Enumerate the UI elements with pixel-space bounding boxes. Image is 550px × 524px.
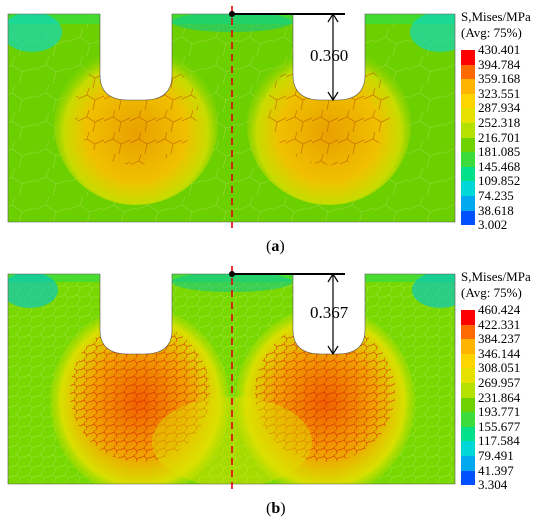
legend-tick-label: 346.144 — [478, 345, 521, 361]
legend-tick-label: 359.168 — [478, 71, 521, 87]
legend-color-band — [461, 108, 475, 123]
legend-color-band — [461, 353, 475, 369]
legend-color-band — [461, 93, 475, 109]
legend-color-band — [461, 64, 475, 80]
legend-tick-label: 193.771 — [478, 404, 521, 420]
legend-tick-label: 3.304 — [478, 477, 508, 493]
legend-title-b: S,Mises/MPa — [461, 269, 531, 284]
legend-tick-label: 117.584 — [478, 433, 520, 449]
legend-tick-label: 3.002 — [478, 217, 508, 233]
legend-tick-label: 252.318 — [478, 115, 521, 130]
legend-color-band — [461, 166, 475, 182]
legend-tick-label: 38.618 — [478, 202, 514, 218]
legend-tick-label: 460.424 — [478, 302, 521, 317]
legend-tick-label: 109.852 — [478, 173, 521, 189]
stress-contour-plot-a — [7, 6, 456, 228]
legend-tick-label: 74.235 — [478, 188, 514, 203]
legend-tick-label: 422.331 — [478, 316, 521, 332]
legend-color-band — [461, 123, 475, 138]
legend-tick-label: 155.677 — [478, 418, 521, 434]
legend-tick-label: 394.784 — [478, 56, 521, 72]
legend-tick-label: 145.468 — [478, 158, 521, 174]
legend-color-band — [461, 368, 475, 383]
legend-tick-label: 384.237 — [478, 331, 521, 347]
legend-tick-label: 269.957 — [478, 375, 521, 390]
legend-tick-label: 181.085 — [478, 144, 521, 160]
legend-color-band — [461, 456, 475, 471]
legend-color-band — [461, 210, 475, 226]
legend-color-band — [461, 412, 475, 427]
legend-color-band — [461, 196, 475, 211]
legend-tick-label: 231.864 — [478, 389, 521, 405]
legend-tick-label: 308.051 — [478, 360, 521, 376]
depth-label-b: 0.367 — [310, 303, 349, 322]
legend-color-band — [461, 470, 475, 486]
caption-b: (b) — [266, 500, 286, 517]
legend-color-band — [461, 324, 475, 340]
legend-color-band — [461, 181, 475, 196]
legend-color-band — [461, 137, 475, 153]
contour-panel-a: 0.360 S,Mises/MPa (Avg: 75%) 430.401 394.… — [7, 6, 531, 255]
legend-subtitle-b: (Avg: 75%) — [461, 285, 522, 300]
legend-tick-label: 41.397 — [478, 462, 514, 478]
legend-color-band — [461, 50, 475, 65]
legend-tick-label: 79.491 — [478, 448, 514, 463]
legend-color-band — [461, 79, 475, 94]
legend-color-band — [461, 383, 475, 398]
stress-contour-plot-b — [7, 266, 456, 490]
legend-color-band — [461, 152, 475, 167]
legend-tick-label: 287.934 — [478, 100, 521, 116]
legend-color-band — [461, 310, 475, 325]
legend-color-band — [461, 426, 475, 442]
legend-color-band — [461, 339, 475, 354]
contour-panel-b: 0.367 S,Mises/MPa (Avg: 75%) 460.424 422.… — [0, 262, 550, 524]
legend-tick-label: 323.551 — [478, 85, 521, 101]
legend-title-a: S,Mises/MPa — [461, 9, 531, 24]
caption-a: (a) — [266, 238, 285, 255]
legend-tick-label: 430.401 — [478, 42, 521, 57]
legend-subtitle-a: (Avg: 75%) — [461, 25, 522, 40]
legend-tick-label: 216.701 — [478, 129, 521, 145]
legend-color-band — [461, 397, 475, 413]
depth-label-a: 0.360 — [310, 46, 349, 65]
legend-color-band — [461, 441, 475, 456]
